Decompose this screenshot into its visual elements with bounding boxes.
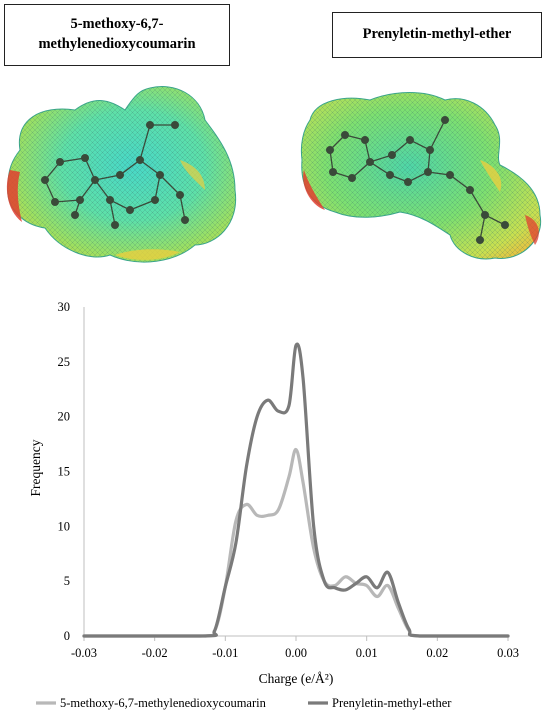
x-tick-label: -0.02	[142, 646, 168, 660]
molecule-label-right: Prenyletin-methyl-ether	[332, 12, 542, 58]
legend-label: Prenyletin-methyl-ether	[332, 696, 452, 710]
y-tick-label: 20	[58, 410, 71, 424]
x-ticks: -0.03 -0.02 -0.01 0.00 0.01 0.02 0.03	[71, 636, 519, 660]
x-tick-label: 0.01	[356, 646, 378, 660]
molecule-surface-right	[300, 92, 542, 260]
x-tick-label: 0.00	[285, 646, 307, 660]
molecule-label-left-line2: methylenedioxycoumarin	[38, 36, 196, 52]
y-tick-label: 10	[58, 519, 71, 533]
y-tick-label: 30	[58, 300, 71, 314]
x-tick-label: 0.02	[426, 646, 448, 660]
y-ticks: 0 5 10 15 20 25 30	[58, 300, 71, 643]
y-tick-label: 0	[64, 629, 70, 643]
molecule-label-left: 5-methoxy-6,7- methylenedioxycoumarin	[4, 4, 230, 66]
series-line-5-methoxy-6-7-methylenedioxycoumarin	[82, 447, 510, 638]
x-tick-label: -0.03	[71, 646, 97, 660]
x-tick-label: 0.03	[497, 646, 519, 660]
x-axis-title: Charge (e/Å²)	[259, 671, 334, 686]
chart-series	[82, 342, 510, 638]
molecule-surface-left	[6, 86, 237, 263]
chart-axes	[83, 307, 508, 637]
x-tick-label: -0.01	[212, 646, 238, 660]
legend-label: 5-methoxy-6,7-methylenedioxycoumarin	[60, 696, 267, 710]
y-axis-title: Frequency	[28, 439, 43, 496]
legend: 5-methoxy-6,7-methylenedioxycoumarin Pren…	[36, 696, 452, 710]
y-tick-label: 5	[64, 574, 70, 588]
molecule-label-left-line1: 5-methoxy-6,7-	[70, 16, 164, 33]
y-tick-label: 15	[58, 465, 71, 479]
y-tick-label: 25	[58, 355, 71, 369]
series-line-prenyletin-methyl-ether	[82, 342, 510, 638]
molecule-surfaces	[6, 86, 542, 263]
